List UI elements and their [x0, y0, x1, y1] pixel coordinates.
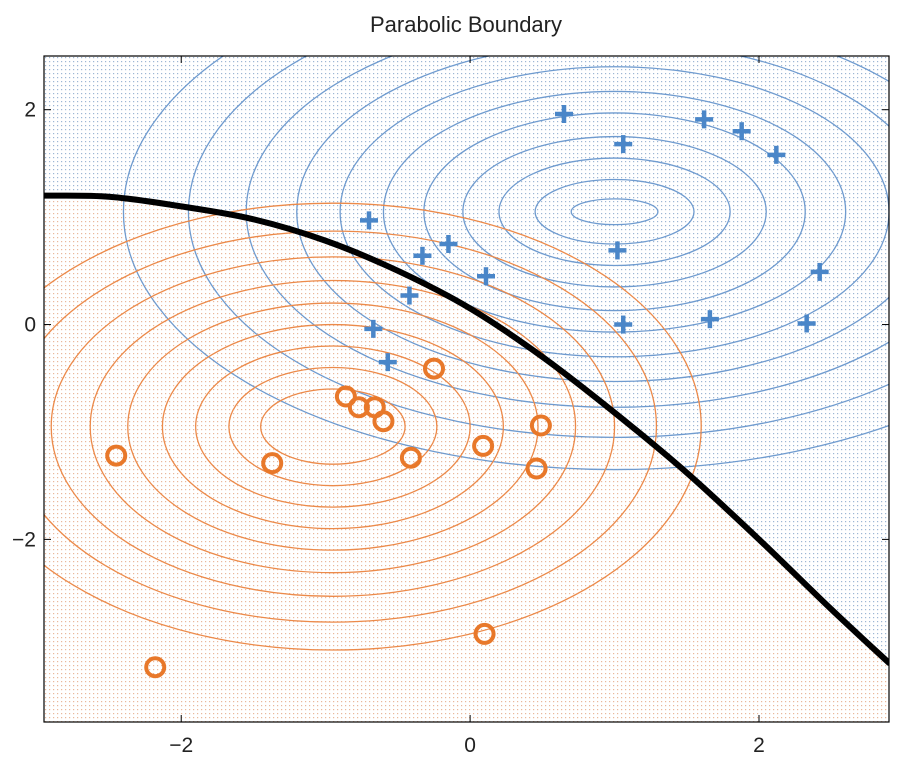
plus-marker — [400, 286, 419, 305]
plus-class-contours-level-8 — [296, 56, 889, 383]
plus-class-contours-level-6 — [382, 90, 847, 333]
circle-marker — [347, 396, 370, 419]
circle-marker — [144, 656, 167, 679]
circle-marker — [529, 414, 552, 437]
plus-marker — [439, 234, 458, 253]
plus-class-contours-level-9 — [245, 56, 889, 408]
plus-class-contours-level-5 — [423, 112, 806, 312]
circle-class-contours-level-5 — [127, 302, 539, 551]
circle-class-contours-level-7 — [50, 256, 616, 597]
plus-marker — [797, 314, 816, 333]
plus-marker — [477, 267, 495, 286]
plus-marker — [700, 310, 719, 329]
circle-marker — [334, 385, 357, 408]
circle-class-contours-level-1 — [260, 388, 406, 465]
plus-class-contours-level-7 — [339, 66, 889, 358]
plot-area: −2 0 2 −2 0 2 — [12, 55, 890, 757]
plus-class-contours-level-1 — [570, 198, 659, 226]
plus-marker — [695, 110, 714, 129]
plus-marker — [378, 353, 397, 372]
parabolic-boundary — [44, 192, 889, 666]
y-tick-label: 2 — [24, 99, 36, 122]
circle-class-contours-level-2 — [228, 366, 438, 487]
plus-marker — [360, 211, 378, 230]
plus-class-contours-level-4 — [462, 135, 767, 288]
plus-marker — [732, 122, 751, 141]
circle-marker — [525, 457, 548, 480]
plus-marker — [614, 135, 633, 154]
circle-class-contours-level-8 — [44, 230, 657, 623]
plus-marker — [608, 241, 627, 260]
plus-marker — [364, 319, 383, 338]
plus-class-contours-level-2 — [534, 178, 695, 245]
plot-clip-group — [44, 56, 889, 722]
y-tick-label: −2 — [12, 528, 36, 551]
plus-marker — [413, 246, 432, 265]
chart-title: Parabolic Boundary — [370, 12, 562, 37]
x-tick-label: 2 — [753, 734, 765, 757]
circle-marker — [423, 357, 445, 380]
x-tick-label: 0 — [464, 734, 476, 757]
circle-class-contours-level-4 — [161, 323, 504, 530]
circle-marker — [105, 444, 128, 467]
plus-class-contours-level-3 — [498, 157, 731, 267]
plus-class-contours-level-11 — [122, 56, 889, 471]
circle-class-contours-level-6 — [89, 279, 577, 574]
circle-marker — [473, 622, 496, 645]
plus-marker — [767, 145, 786, 164]
circle-marker — [261, 452, 284, 475]
circle-marker — [372, 410, 395, 433]
x-tick-label: −2 — [169, 734, 193, 757]
circle-class-contours-level-9 — [44, 202, 702, 651]
circle-marker — [472, 434, 495, 457]
plus-marker — [614, 315, 633, 334]
plus-marker — [810, 262, 829, 281]
plus-marker — [555, 105, 573, 124]
circle-marker — [399, 446, 422, 469]
y-tick-label: 0 — [24, 314, 36, 337]
axes-frame — [43, 55, 890, 723]
circle-class-contours-level-3 — [195, 345, 471, 508]
